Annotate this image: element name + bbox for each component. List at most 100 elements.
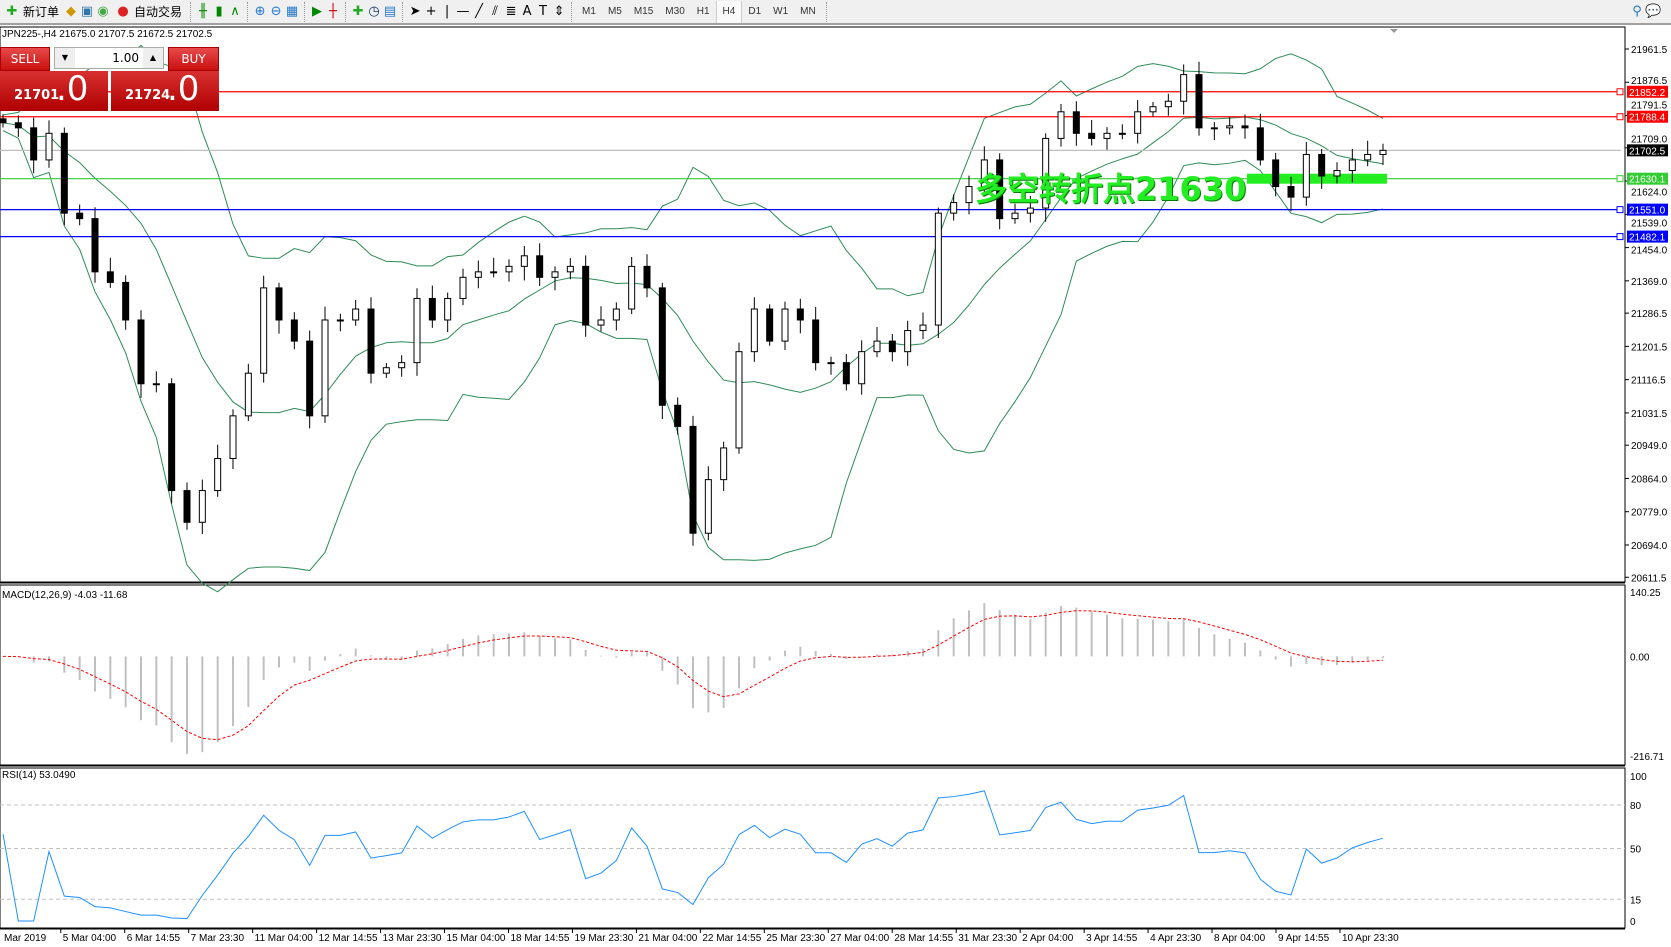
candle <box>551 266 559 291</box>
sell-price[interactable]: 21701 .0 <box>0 69 108 111</box>
candle-body <box>0 118 7 124</box>
new-order-label: 新订单 <box>23 5 60 19</box>
timeframe-w1[interactable]: W1 <box>773 5 789 17</box>
cursor-icon[interactable]: ➤ <box>409 3 421 19</box>
zoom-out-icon[interactable]: ⊖ <box>270 3 282 19</box>
crosshair-icon[interactable]: + <box>425 3 437 19</box>
search-icon[interactable]: ⚲ <box>1632 3 1642 19</box>
candle-body <box>643 265 651 289</box>
annotation-text[interactable]: 多空转折点21630 <box>975 170 1247 208</box>
timeframe-d1[interactable]: D1 <box>748 5 762 17</box>
candle-body <box>352 308 360 321</box>
separator <box>402 1 404 22</box>
candle-body <box>704 479 712 534</box>
candlestick-icon[interactable]: ▮ <box>215 3 223 19</box>
tile-windows-icon[interactable]: ▦ <box>285 3 299 19</box>
arrows-icon[interactable]: ⇕ <box>553 3 565 19</box>
price-tick-label: 21286.5 <box>1631 309 1668 320</box>
timeframe-m15[interactable]: M15 <box>633 5 654 17</box>
market-watch-icon[interactable]: ◆ <box>66 3 77 19</box>
candle <box>30 117 38 174</box>
new-order-button[interactable]: ✚ 新订单 <box>0 1 63 23</box>
candle-body <box>214 457 222 492</box>
candle-body <box>796 308 804 321</box>
candle <box>275 282 283 334</box>
candle <box>965 175 973 215</box>
chart-shift-icon[interactable]: ┼ <box>329 3 337 19</box>
candle-body <box>980 159 988 188</box>
candle <box>14 115 22 137</box>
chart-canvas[interactable]: 21961.5 21876.5 21791.5 21709.0 21624.0 21539… <box>0 25 1671 947</box>
autoscroll-icon[interactable]: ▶ <box>312 3 323 19</box>
candle-body <box>198 490 206 523</box>
candle <box>352 300 360 326</box>
templates-icon[interactable]: ▤ <box>383 3 397 19</box>
text-icon[interactable]: A <box>522 3 532 19</box>
candle-body <box>520 255 528 267</box>
candle <box>1088 120 1096 146</box>
chat-icon[interactable]: 💬 <box>1645 3 1662 19</box>
candle-body <box>551 271 559 278</box>
bar-chart-icon[interactable]: ╫ <box>199 3 207 19</box>
candle-body <box>76 212 84 220</box>
timeframe-h4[interactable]: H4 <box>715 0 743 23</box>
candle <box>1318 148 1326 189</box>
signals-icon[interactable]: ◉ <box>97 3 109 19</box>
buy-price[interactable]: 21724 .0 <box>111 69 219 111</box>
volume-decrease-button[interactable]: ▼ <box>55 48 75 68</box>
candle-body <box>934 212 942 326</box>
candle <box>459 268 467 306</box>
candle-body <box>1302 153 1310 198</box>
level-price-label-bg <box>1627 172 1668 185</box>
candle <box>168 378 176 504</box>
level-price-label: 21788.4 <box>1629 113 1666 124</box>
candle-body <box>244 372 252 417</box>
auto-trading-button[interactable]: ● 自动交易 <box>111 1 186 23</box>
volume-input[interactable]: ▼ 1.00 ▲ <box>54 47 164 69</box>
time-tick-label: 3 Apr 14:55 <box>1086 933 1138 944</box>
candle <box>520 246 528 281</box>
price-tick-label: 21454.0 <box>1631 246 1668 257</box>
candle <box>735 342 743 454</box>
separator <box>190 1 192 22</box>
candle <box>643 254 651 298</box>
candle-body <box>260 287 268 374</box>
candle <box>827 356 835 375</box>
vertical-line-icon[interactable]: | <box>444 3 450 19</box>
candle <box>796 298 804 334</box>
timeframe-mn[interactable]: MN <box>800 5 816 17</box>
timeframe-m5[interactable]: M5 <box>607 5 622 17</box>
candle-body <box>505 265 513 273</box>
candle <box>720 441 728 491</box>
candle <box>904 320 912 366</box>
horizontal-line-icon[interactable]: — <box>456 3 470 19</box>
buy-price-fraction: .0 <box>167 69 200 109</box>
fibonacci-icon[interactable]: ⫽ <box>492 3 498 19</box>
price-tick-label: 21624.0 <box>1631 188 1668 199</box>
time-tick-label: Mar 2019 <box>4 933 47 944</box>
candle-body <box>674 404 682 427</box>
candle <box>490 257 498 278</box>
text-label-icon[interactable]: T <box>539 3 547 19</box>
navigator-icon[interactable]: ▣ <box>80 3 94 19</box>
timeframe-m30[interactable]: M30 <box>665 5 685 17</box>
sell-button[interactable]: SELL <box>0 47 50 71</box>
candle <box>812 307 820 371</box>
trendline-icon[interactable]: ╱ <box>475 3 483 19</box>
fibo-fan-icon[interactable]: ≣ <box>505 3 517 19</box>
zoom-in-icon[interactable]: ⊕ <box>254 3 266 19</box>
candle <box>367 297 375 384</box>
candle-body <box>735 351 743 449</box>
buy-button[interactable]: BUY <box>168 47 219 71</box>
separator <box>304 1 306 22</box>
timeframe-m1[interactable]: M1 <box>582 5 596 17</box>
indicators-icon[interactable]: ✚ <box>352 3 364 19</box>
candle-body <box>766 308 774 342</box>
periods-icon[interactable]: ◷ <box>368 3 380 19</box>
time-tick-label: 21 Mar 04:00 <box>638 933 697 944</box>
candle <box>398 355 406 377</box>
timeframe-h1[interactable]: H1 <box>696 5 710 17</box>
candle <box>106 257 114 288</box>
volume-increase-button[interactable]: ▲ <box>143 48 163 68</box>
line-chart-icon[interactable]: ∧ <box>230 3 240 19</box>
